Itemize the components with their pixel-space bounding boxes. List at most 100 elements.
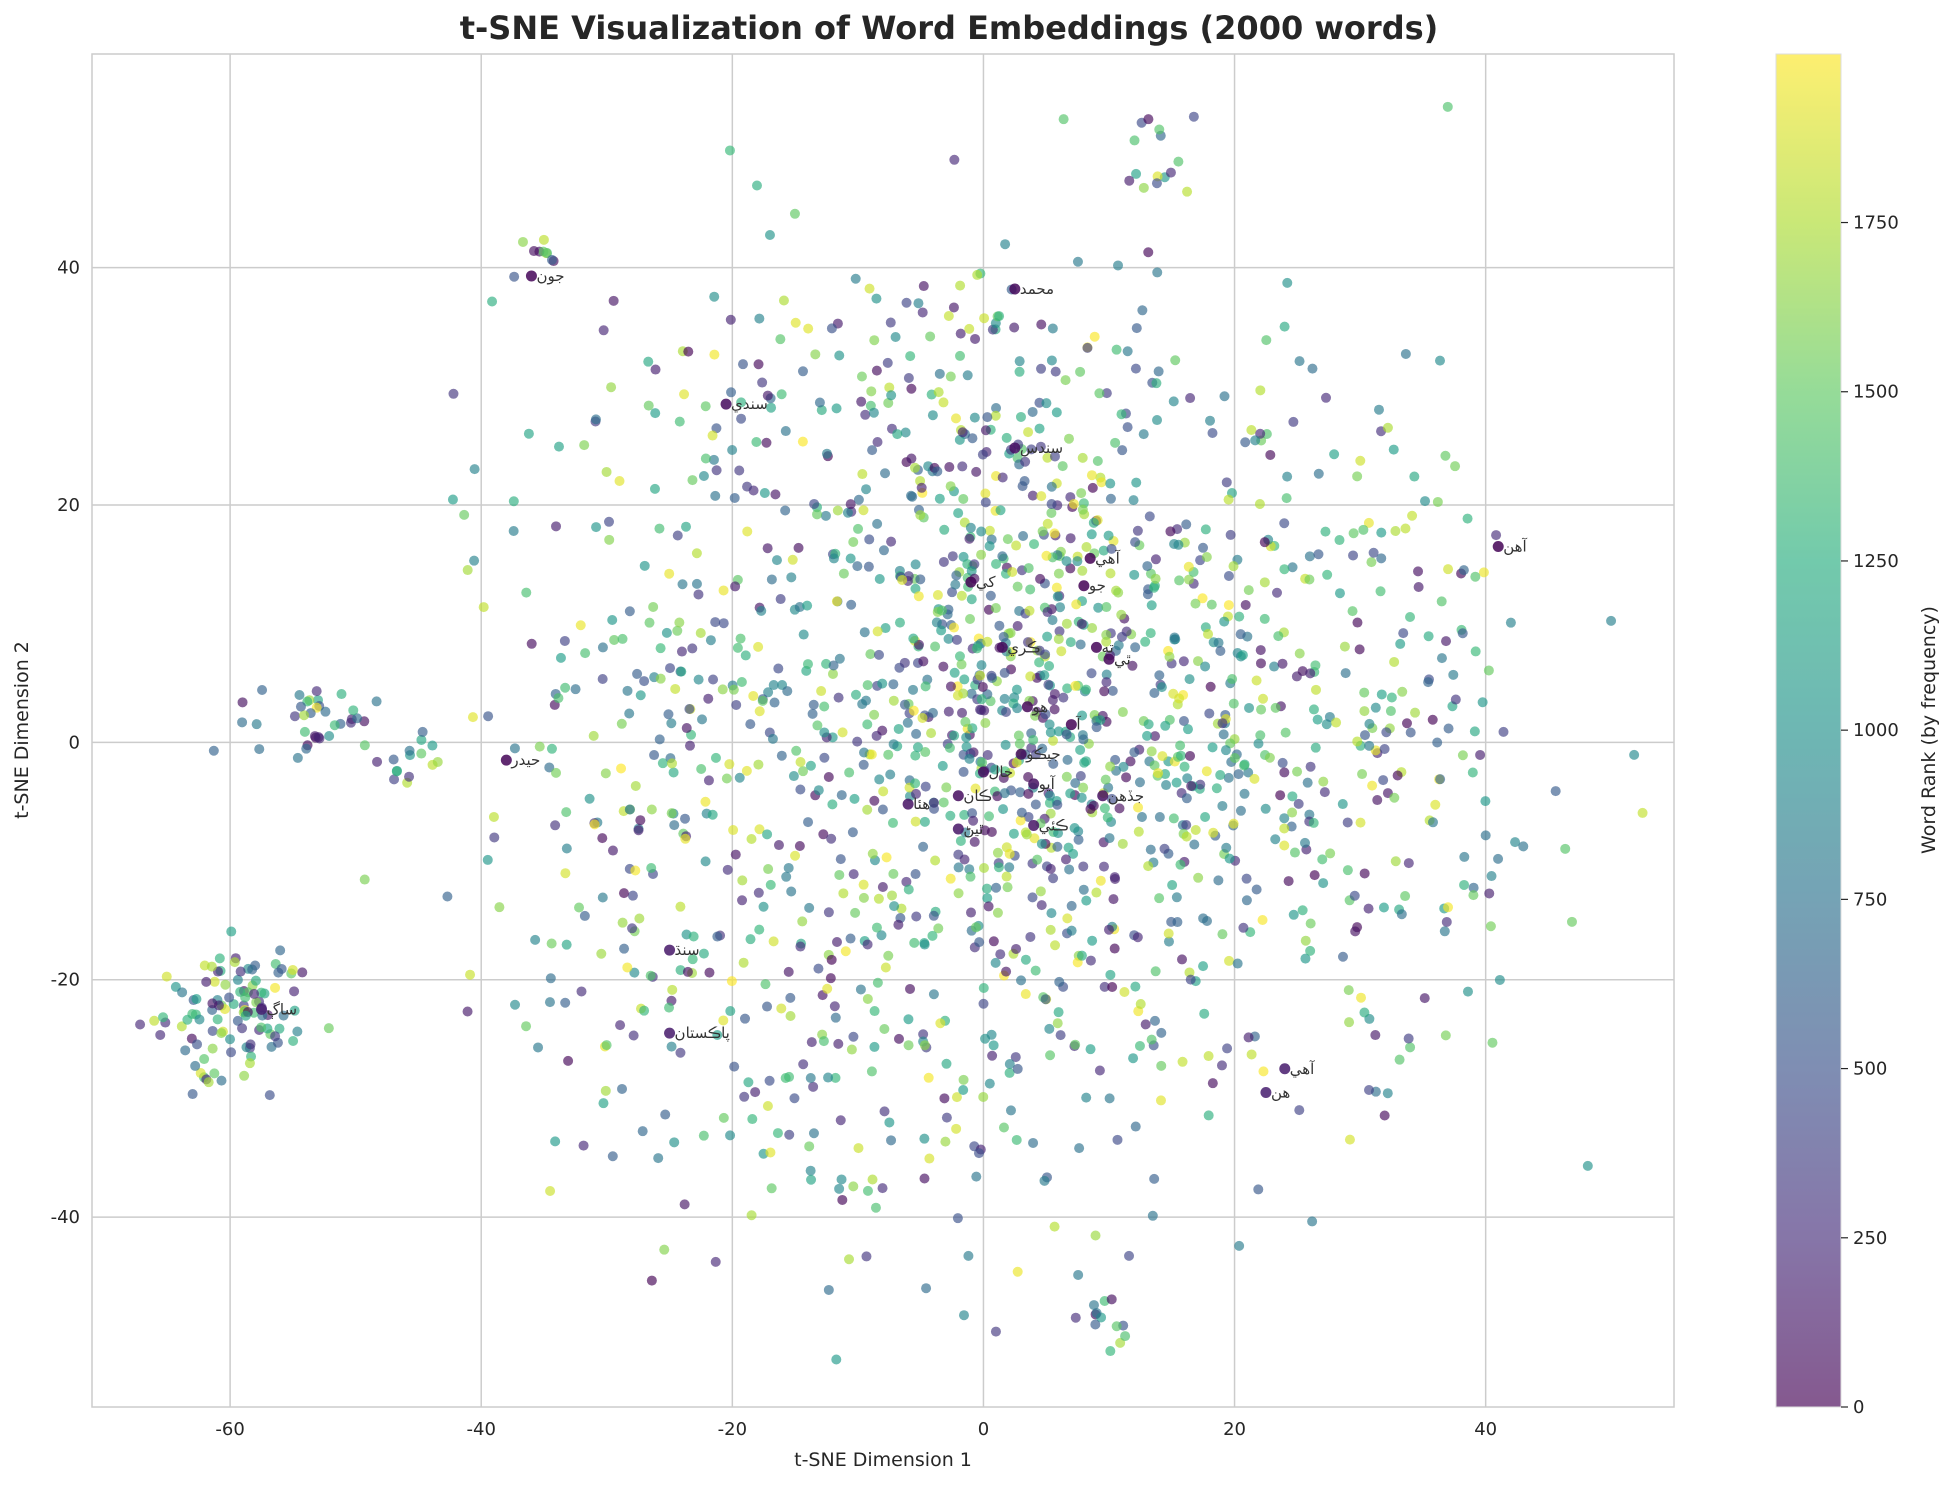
- scatter-point: [1163, 928, 1174, 939]
- scatter-point: [1190, 825, 1201, 836]
- scatter-point: [1011, 1134, 1022, 1145]
- scatter-point: [918, 656, 929, 667]
- scatter-point: [1154, 670, 1165, 681]
- scatter-point: [978, 983, 989, 994]
- scatter-point: [664, 1002, 675, 1013]
- scatter-point: [1183, 561, 1194, 572]
- word-label: حيدر: [510, 751, 540, 769]
- scatter-point: [1018, 530, 1029, 541]
- scatter-point: [687, 643, 698, 654]
- scatter-point: [1094, 388, 1105, 399]
- scatter-point: [869, 1041, 880, 1052]
- scatter-point: [697, 714, 708, 725]
- scatter-point: [982, 893, 993, 904]
- scatter-point: [798, 766, 809, 777]
- x-tick-label: -20: [718, 1419, 747, 1440]
- scatter-point: [1201, 552, 1212, 563]
- scatter-point: [1190, 598, 1201, 609]
- scatter-point: [731, 699, 742, 710]
- scatter-point: [1149, 1173, 1160, 1184]
- scatter-point: [920, 681, 931, 692]
- scatter-point: [920, 781, 931, 792]
- scatter-point: [948, 302, 959, 313]
- colorbar-tick-label: 0: [1853, 1397, 1864, 1418]
- scatter-point: [959, 674, 970, 685]
- scatter-point: [1364, 740, 1375, 751]
- scatter-point: [598, 325, 609, 336]
- scatter-point: [1256, 704, 1267, 715]
- scatter-point: [910, 559, 921, 570]
- scatter-point: [1028, 734, 1039, 745]
- scatter-point: [753, 641, 764, 652]
- scatter-point: [1064, 864, 1075, 875]
- scatter-point: [1151, 378, 1162, 389]
- scatter-point: [288, 1035, 299, 1046]
- scatter-point: [669, 820, 680, 831]
- scatter-point: [1143, 114, 1154, 125]
- colorbar-label: Word Rank (by frequency): [1918, 606, 1940, 854]
- scatter-point: [404, 745, 415, 756]
- scatter-point: [780, 426, 791, 437]
- scatter-point: [1036, 838, 1047, 849]
- scatter-point: [1281, 493, 1292, 504]
- scatter-point: [1036, 900, 1047, 911]
- scatter-point: [886, 1135, 897, 1146]
- scatter-point: [232, 974, 243, 985]
- scatter-point: [1320, 526, 1331, 537]
- scatter-point: [1427, 714, 1438, 725]
- scatter-point: [831, 1354, 842, 1365]
- scatter-point: [944, 462, 955, 473]
- scatter-point: [1305, 761, 1316, 772]
- scatter-point: [712, 931, 723, 942]
- scatter-point: [764, 230, 775, 241]
- scatter-point: [736, 677, 747, 688]
- scatter-point: [1045, 863, 1056, 874]
- scatter-point: [1152, 267, 1163, 278]
- scatter-point: [990, 957, 1001, 968]
- scatter-point: [826, 323, 837, 334]
- scatter-point: [1046, 908, 1057, 919]
- scatter-point: [797, 436, 808, 447]
- scatter-point: [1087, 623, 1098, 634]
- scatter-point: [745, 719, 756, 730]
- scatter-point: [966, 565, 977, 576]
- scatter-point: [1034, 645, 1045, 656]
- word-point: [996, 641, 1008, 653]
- scatter-point: [551, 521, 562, 532]
- scatter-point: [695, 628, 706, 639]
- scatter-point: [601, 466, 612, 477]
- scatter-point: [806, 1174, 817, 1185]
- scatter-point: [1224, 955, 1235, 966]
- scatter-point: [877, 804, 888, 815]
- scatter-point: [976, 526, 987, 537]
- scatter-point: [1282, 471, 1293, 482]
- scatter-point: [1046, 507, 1057, 518]
- scatter-point: [1052, 841, 1063, 852]
- scatter-point: [1058, 692, 1069, 703]
- scatter-point: [1385, 706, 1396, 717]
- scatter-point: [216, 1075, 227, 1086]
- scatter-point: [965, 614, 976, 625]
- scatter-point: [616, 718, 627, 729]
- scatter-point: [1253, 738, 1264, 749]
- scatter-point: [176, 1021, 187, 1032]
- x-tick-label: 20: [1223, 1419, 1246, 1440]
- scatter-point: [1107, 982, 1118, 993]
- scatter-point: [754, 313, 765, 324]
- scatter-point: [1430, 799, 1441, 810]
- scatter-point: [648, 601, 659, 612]
- scatter-point: [858, 505, 869, 516]
- scatter-point: [1241, 873, 1252, 884]
- scatter-point: [979, 825, 990, 836]
- scatter-point: [822, 983, 833, 994]
- scatter-point: [905, 351, 916, 362]
- scatter-point: [292, 1026, 303, 1037]
- scatter-point: [1100, 774, 1111, 785]
- scatter-point: [1061, 771, 1072, 782]
- scatter-point: [235, 966, 246, 977]
- scatter-point: [1434, 355, 1445, 366]
- scatter-point: [732, 642, 743, 653]
- scatter-point: [1046, 481, 1057, 492]
- scatter-point: [1282, 277, 1293, 288]
- scatter-point: [1050, 366, 1061, 377]
